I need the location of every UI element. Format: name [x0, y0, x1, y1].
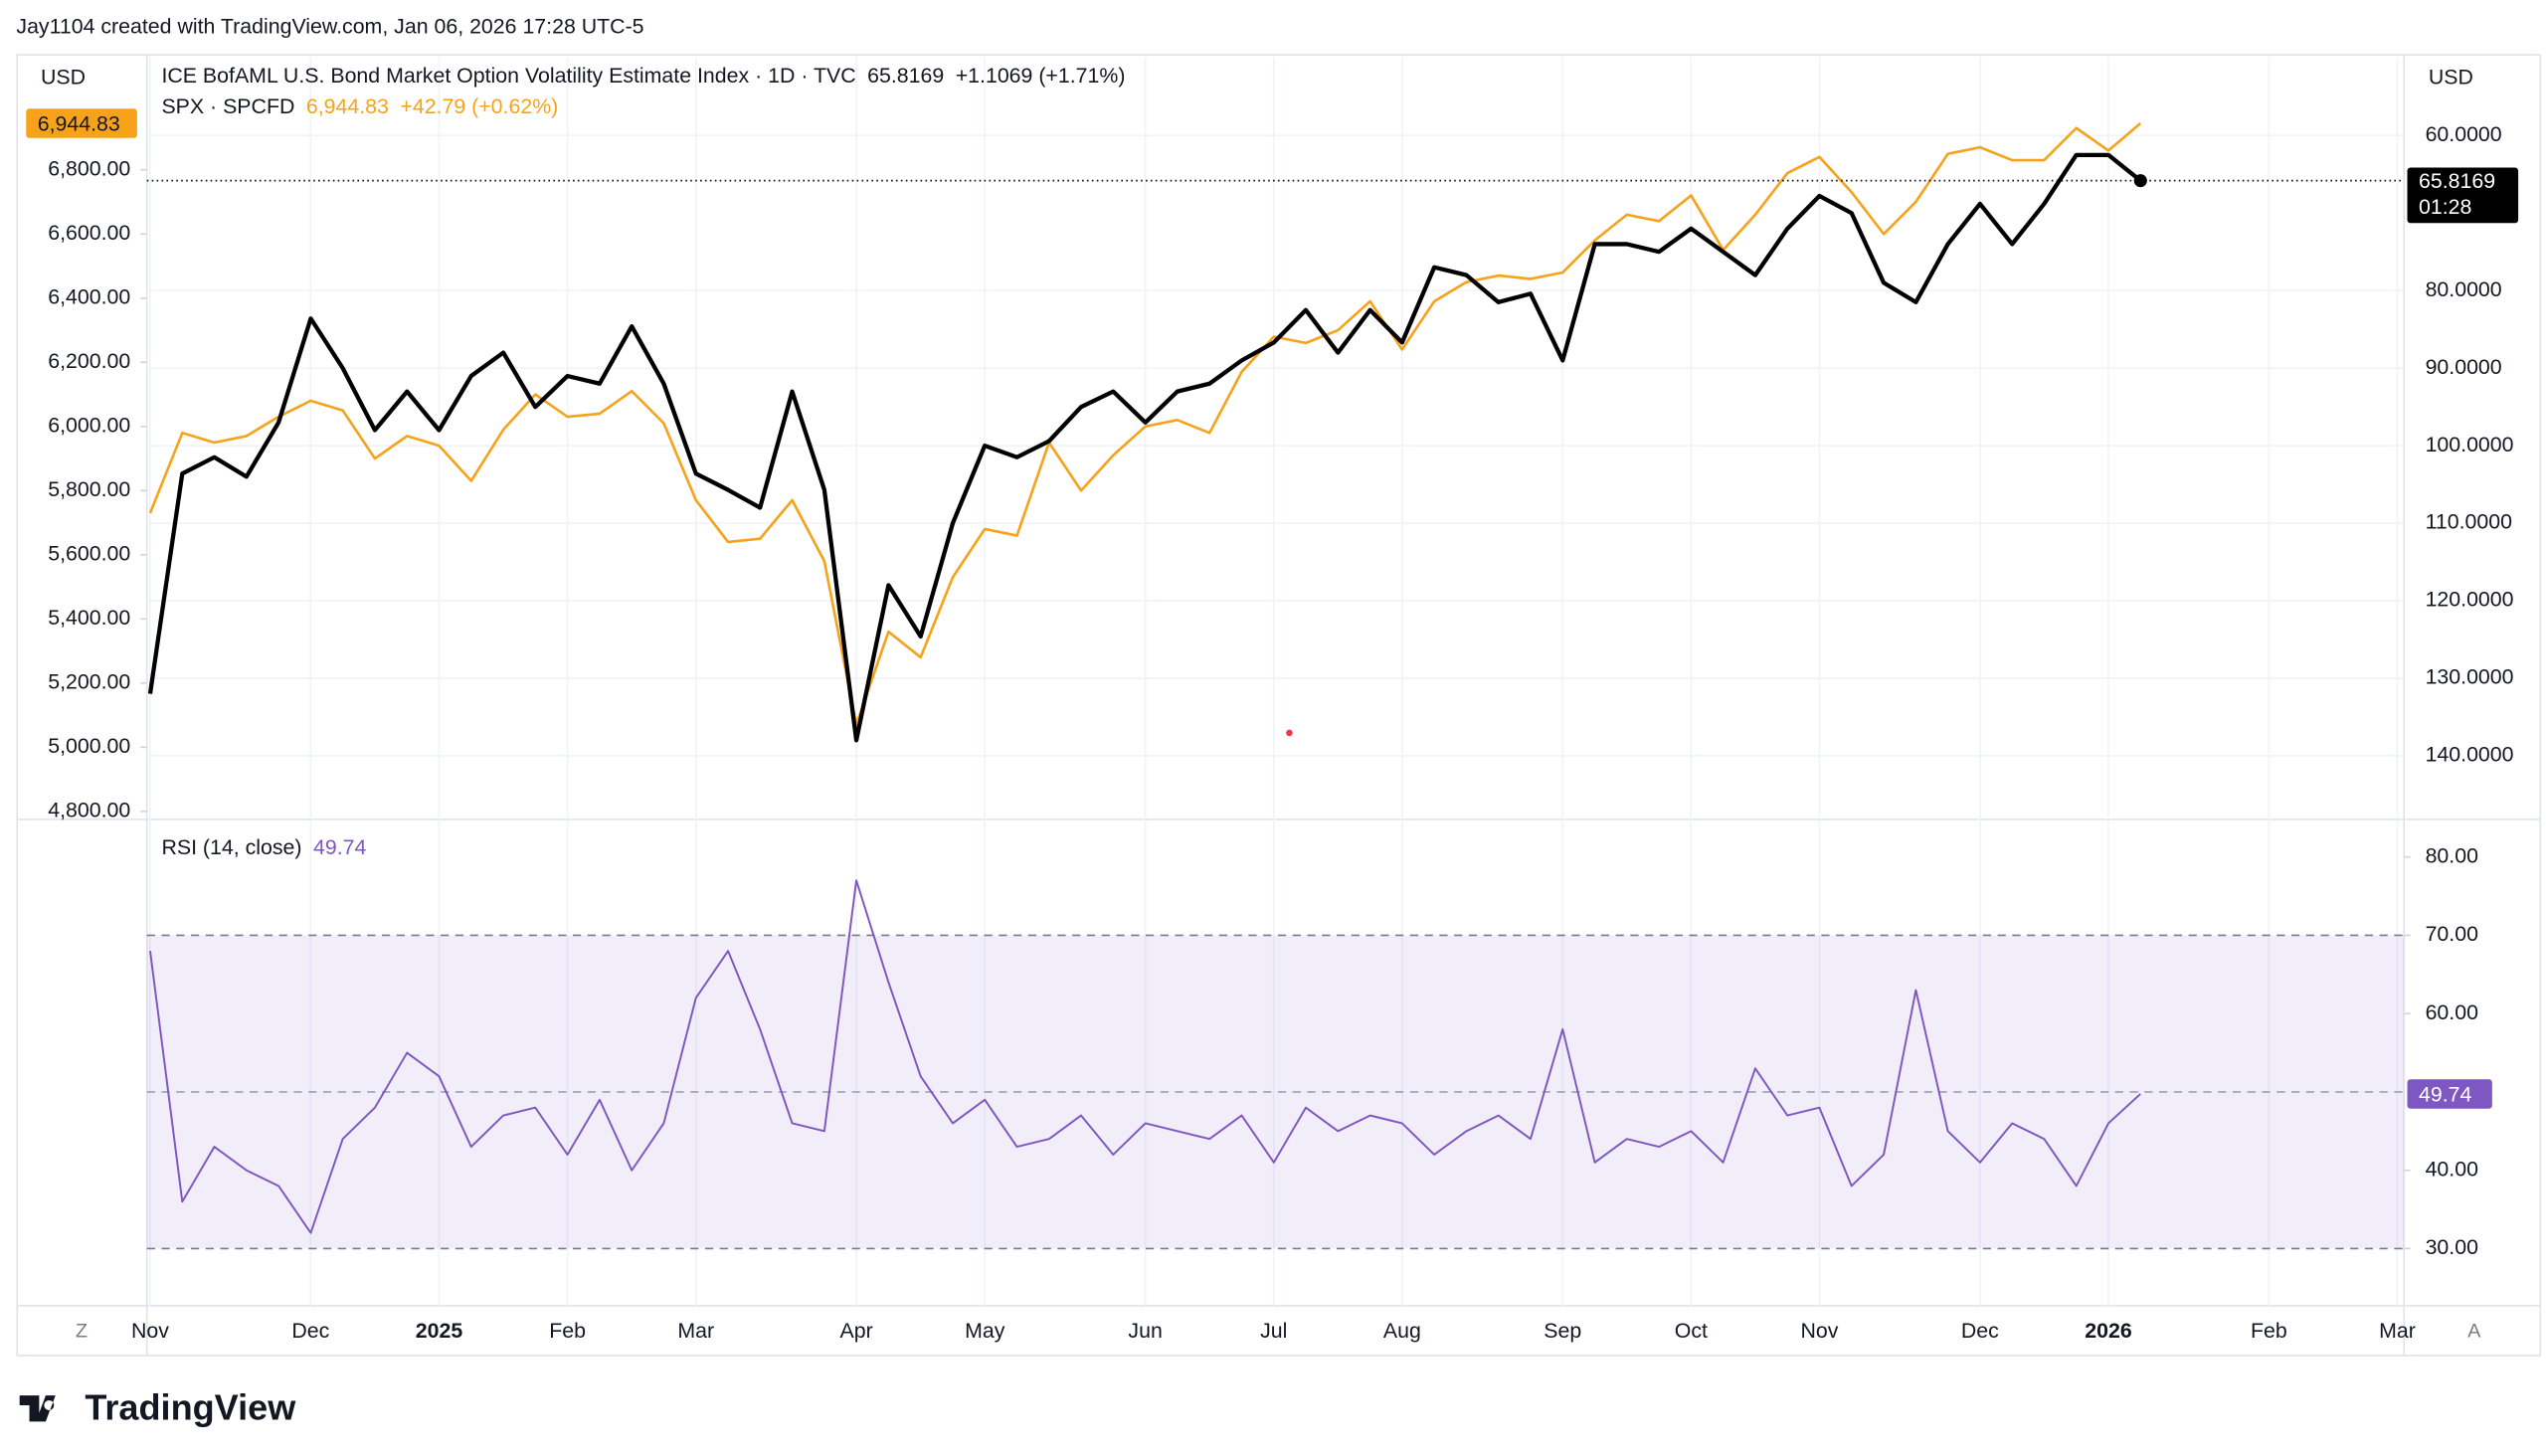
- x-tick-label: Mar: [677, 1319, 714, 1343]
- rsi-tag: [2407, 1079, 2492, 1109]
- rsi-line: [148, 879, 2141, 1234]
- y2-tick-label: 120.0000: [2426, 588, 2514, 612]
- x-tick-label: Apr: [840, 1319, 873, 1343]
- x-tick-label: Feb: [2251, 1319, 2287, 1343]
- x-tick-label: Mar: [2379, 1319, 2416, 1343]
- right-currency: USD: [2429, 66, 2473, 90]
- y-tick-label: 5,200.00: [48, 669, 130, 693]
- rsi-value: 49.74: [313, 835, 367, 859]
- logo-text: TradingView: [85, 1386, 296, 1427]
- stray-marker: [1286, 729, 1293, 737]
- x-tick-label: Sep: [1544, 1319, 1581, 1343]
- logo: TradingView: [19, 1386, 296, 1427]
- y-tick-label: 6,000.00: [48, 413, 130, 437]
- x-tick-label: Jul: [1260, 1319, 1287, 1343]
- x-tick-label: Nov: [131, 1319, 169, 1343]
- price-tag: [2407, 167, 2519, 224]
- legend-change: +1.1069 (+1.71%): [956, 64, 1126, 88]
- button-z[interactable]: Z: [76, 1320, 88, 1342]
- x-tick-label: May: [965, 1319, 1005, 1343]
- x-tick-label: Oct: [1675, 1319, 1708, 1343]
- y-tick-label: 6,600.00: [48, 221, 130, 245]
- y-tick-label: 70.00: [2426, 922, 2479, 946]
- y2-tick-label: 60.0000: [2426, 122, 2502, 146]
- price-tag: [26, 108, 137, 138]
- rsi-tag-label: 49.74: [2419, 1082, 2472, 1106]
- y-tick-label: 40.00: [2426, 1157, 2479, 1181]
- price-tag-label: 65.8169: [2419, 169, 2495, 193]
- y-tick-label: 5,600.00: [48, 541, 130, 565]
- series-line: [147, 152, 2142, 743]
- x-tick-label: Dec: [1961, 1319, 1999, 1343]
- y2-tick-label: 90.0000: [2426, 355, 2502, 379]
- countdown: 01:28: [2419, 195, 2471, 219]
- x-tick-label: Feb: [549, 1319, 586, 1343]
- y-tick-label: 30.00: [2426, 1235, 2479, 1259]
- y2-tick-label: 100.0000: [2426, 433, 2514, 456]
- frame: [16, 54, 2542, 1357]
- series-line: [148, 122, 2142, 727]
- y-tick-label: 5,400.00: [48, 606, 130, 630]
- price-tag-label: 6,944.83: [38, 111, 120, 135]
- y2-tick-label: 140.0000: [2426, 743, 2514, 767]
- y-tick-label: 5,000.00: [48, 734, 130, 758]
- y-tick-label: 6,400.00: [48, 284, 130, 308]
- rsi-title: RSI (14, close): [161, 835, 301, 859]
- y2-tick-label: 110.0000: [2426, 510, 2513, 534]
- y-tick-label: 4,800.00: [48, 798, 130, 821]
- legend-value: 65.8169: [867, 64, 944, 88]
- legend-value: 6,944.83: [306, 94, 389, 118]
- legend-change: +42.79 (+0.62%): [400, 94, 558, 118]
- header: Jay1104 created with TradingView.com, Ja…: [16, 15, 643, 39]
- x-tick-label: Dec: [291, 1319, 329, 1343]
- y-tick-label: 60.00: [2426, 1001, 2479, 1024]
- y-tick-label: 6,800.00: [48, 156, 130, 180]
- left-currency: USD: [41, 66, 86, 90]
- y-tick-label: 5,800.00: [48, 477, 130, 501]
- y-tick-label: 6,200.00: [48, 349, 130, 373]
- x-tick-label: Jun: [1128, 1319, 1162, 1343]
- y2-tick-label: 130.0000: [2426, 665, 2514, 689]
- legend-name: SPX · SPCFD: [161, 94, 294, 118]
- x-tick-label: 2025: [416, 1319, 463, 1343]
- y-tick-label: 80.00: [2426, 843, 2479, 867]
- logo-icon: [19, 1395, 56, 1422]
- x-tick-label: Aug: [1383, 1319, 1421, 1343]
- button-a[interactable]: A: [2467, 1320, 2481, 1342]
- legend-name: ICE BofAML U.S. Bond Market Option Volat…: [161, 64, 855, 88]
- y2-tick-label: 80.0000: [2426, 277, 2502, 301]
- x-tick-label: Nov: [1801, 1319, 1839, 1343]
- last-point: [2133, 174, 2147, 188]
- x-tick-label: 2026: [2085, 1319, 2132, 1343]
